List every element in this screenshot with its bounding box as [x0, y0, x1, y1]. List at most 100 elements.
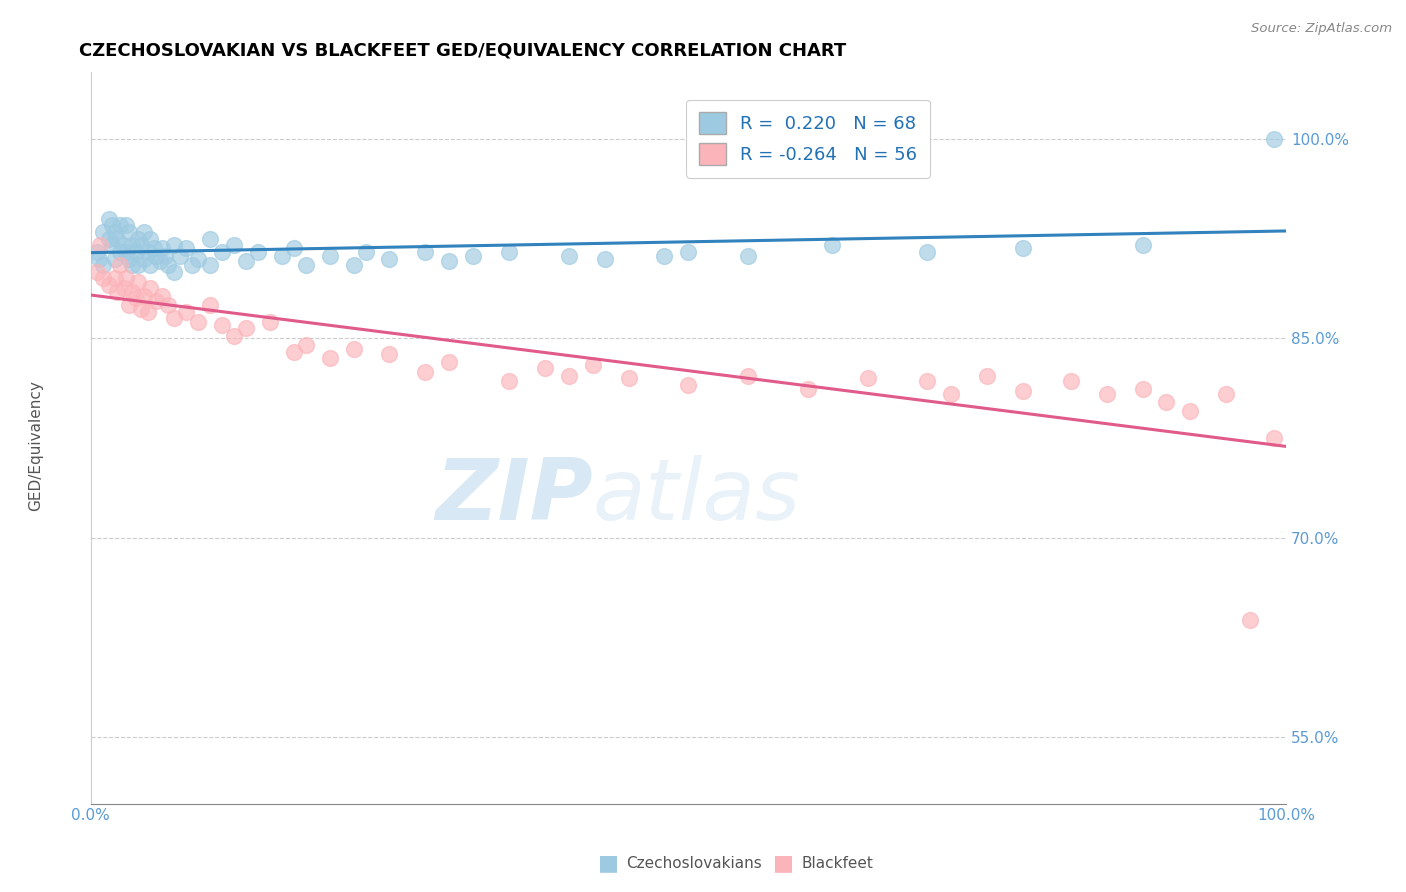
Point [198, 298, 221, 312]
Point [181, 258, 204, 272]
Point [1263, 431, 1285, 445]
Point [593, 252, 616, 266]
Point [86, 265, 108, 279]
Point [582, 358, 605, 372]
Point [1263, 132, 1285, 146]
Legend: R =  0.220   N = 68, R = -0.264   N = 56: R = 0.220 N = 68, R = -0.264 N = 56 [686, 100, 929, 178]
Point [1012, 241, 1035, 255]
Point [157, 258, 180, 272]
Point [534, 360, 557, 375]
Point [354, 244, 377, 259]
Text: Source: ZipAtlas.com: Source: ZipAtlas.com [1251, 22, 1392, 36]
Point [617, 371, 640, 385]
Point [941, 387, 963, 401]
Point [150, 289, 173, 303]
Point [118, 252, 141, 266]
Point [169, 249, 191, 263]
Point [1060, 374, 1083, 388]
Point [413, 244, 436, 259]
Point [91, 225, 114, 239]
Point [118, 298, 141, 312]
Point [294, 338, 316, 352]
Point [134, 289, 156, 303]
Point [678, 377, 700, 392]
Point [1215, 387, 1237, 401]
Point [87, 252, 110, 266]
Point [163, 311, 186, 326]
Point [821, 238, 844, 252]
Point [143, 241, 166, 255]
Point [103, 271, 125, 285]
Point [174, 304, 197, 318]
Point [654, 249, 676, 263]
Text: Czechoslovakians: Czechoslovakians [626, 856, 762, 871]
Point [97, 211, 120, 226]
Point [270, 249, 292, 263]
Point [157, 298, 180, 312]
Point [129, 301, 152, 316]
Point [1095, 387, 1118, 401]
Point [139, 281, 162, 295]
Point [115, 271, 138, 285]
Point [91, 258, 114, 272]
Point [121, 258, 143, 272]
Point [97, 231, 120, 245]
Point [198, 231, 221, 245]
Text: ZIP: ZIP [434, 455, 593, 538]
Point [342, 258, 364, 272]
Point [139, 231, 162, 245]
Point [976, 368, 998, 383]
Point [145, 294, 167, 309]
Point [737, 368, 759, 383]
Point [498, 374, 520, 388]
Point [235, 254, 257, 268]
Point [89, 238, 111, 252]
Point [378, 252, 401, 266]
Point [1132, 382, 1154, 396]
Point [174, 241, 197, 255]
Point [111, 238, 134, 252]
Point [222, 238, 245, 252]
Text: Blackfeet: Blackfeet [801, 856, 873, 871]
Point [163, 265, 186, 279]
Point [439, 355, 461, 369]
Point [463, 249, 485, 263]
Point [112, 281, 135, 295]
Point [558, 368, 581, 383]
Point [127, 258, 149, 272]
Point [856, 371, 879, 385]
Point [211, 244, 233, 259]
Point [110, 219, 132, 233]
Point [413, 365, 436, 379]
Text: ■: ■ [773, 854, 794, 873]
Point [283, 344, 305, 359]
Point [115, 219, 138, 233]
Point [1239, 613, 1261, 627]
Point [797, 382, 820, 396]
Point [198, 258, 221, 272]
Point [222, 328, 245, 343]
Point [1012, 384, 1035, 399]
Point [101, 219, 124, 233]
Point [136, 304, 159, 318]
Point [917, 244, 939, 259]
Point [439, 254, 461, 268]
Point [235, 320, 257, 334]
Point [105, 231, 128, 245]
Point [1180, 404, 1202, 418]
Point [136, 244, 159, 259]
Point [118, 225, 141, 239]
Point [127, 276, 149, 290]
Point [121, 238, 143, 252]
Point [917, 374, 939, 388]
Point [125, 244, 148, 259]
Point [498, 244, 520, 259]
Point [378, 347, 401, 361]
Point [187, 315, 209, 329]
Point [110, 258, 132, 272]
Point [153, 249, 176, 263]
Point [91, 271, 114, 285]
Point [125, 292, 148, 306]
Point [134, 225, 156, 239]
Point [105, 285, 128, 299]
